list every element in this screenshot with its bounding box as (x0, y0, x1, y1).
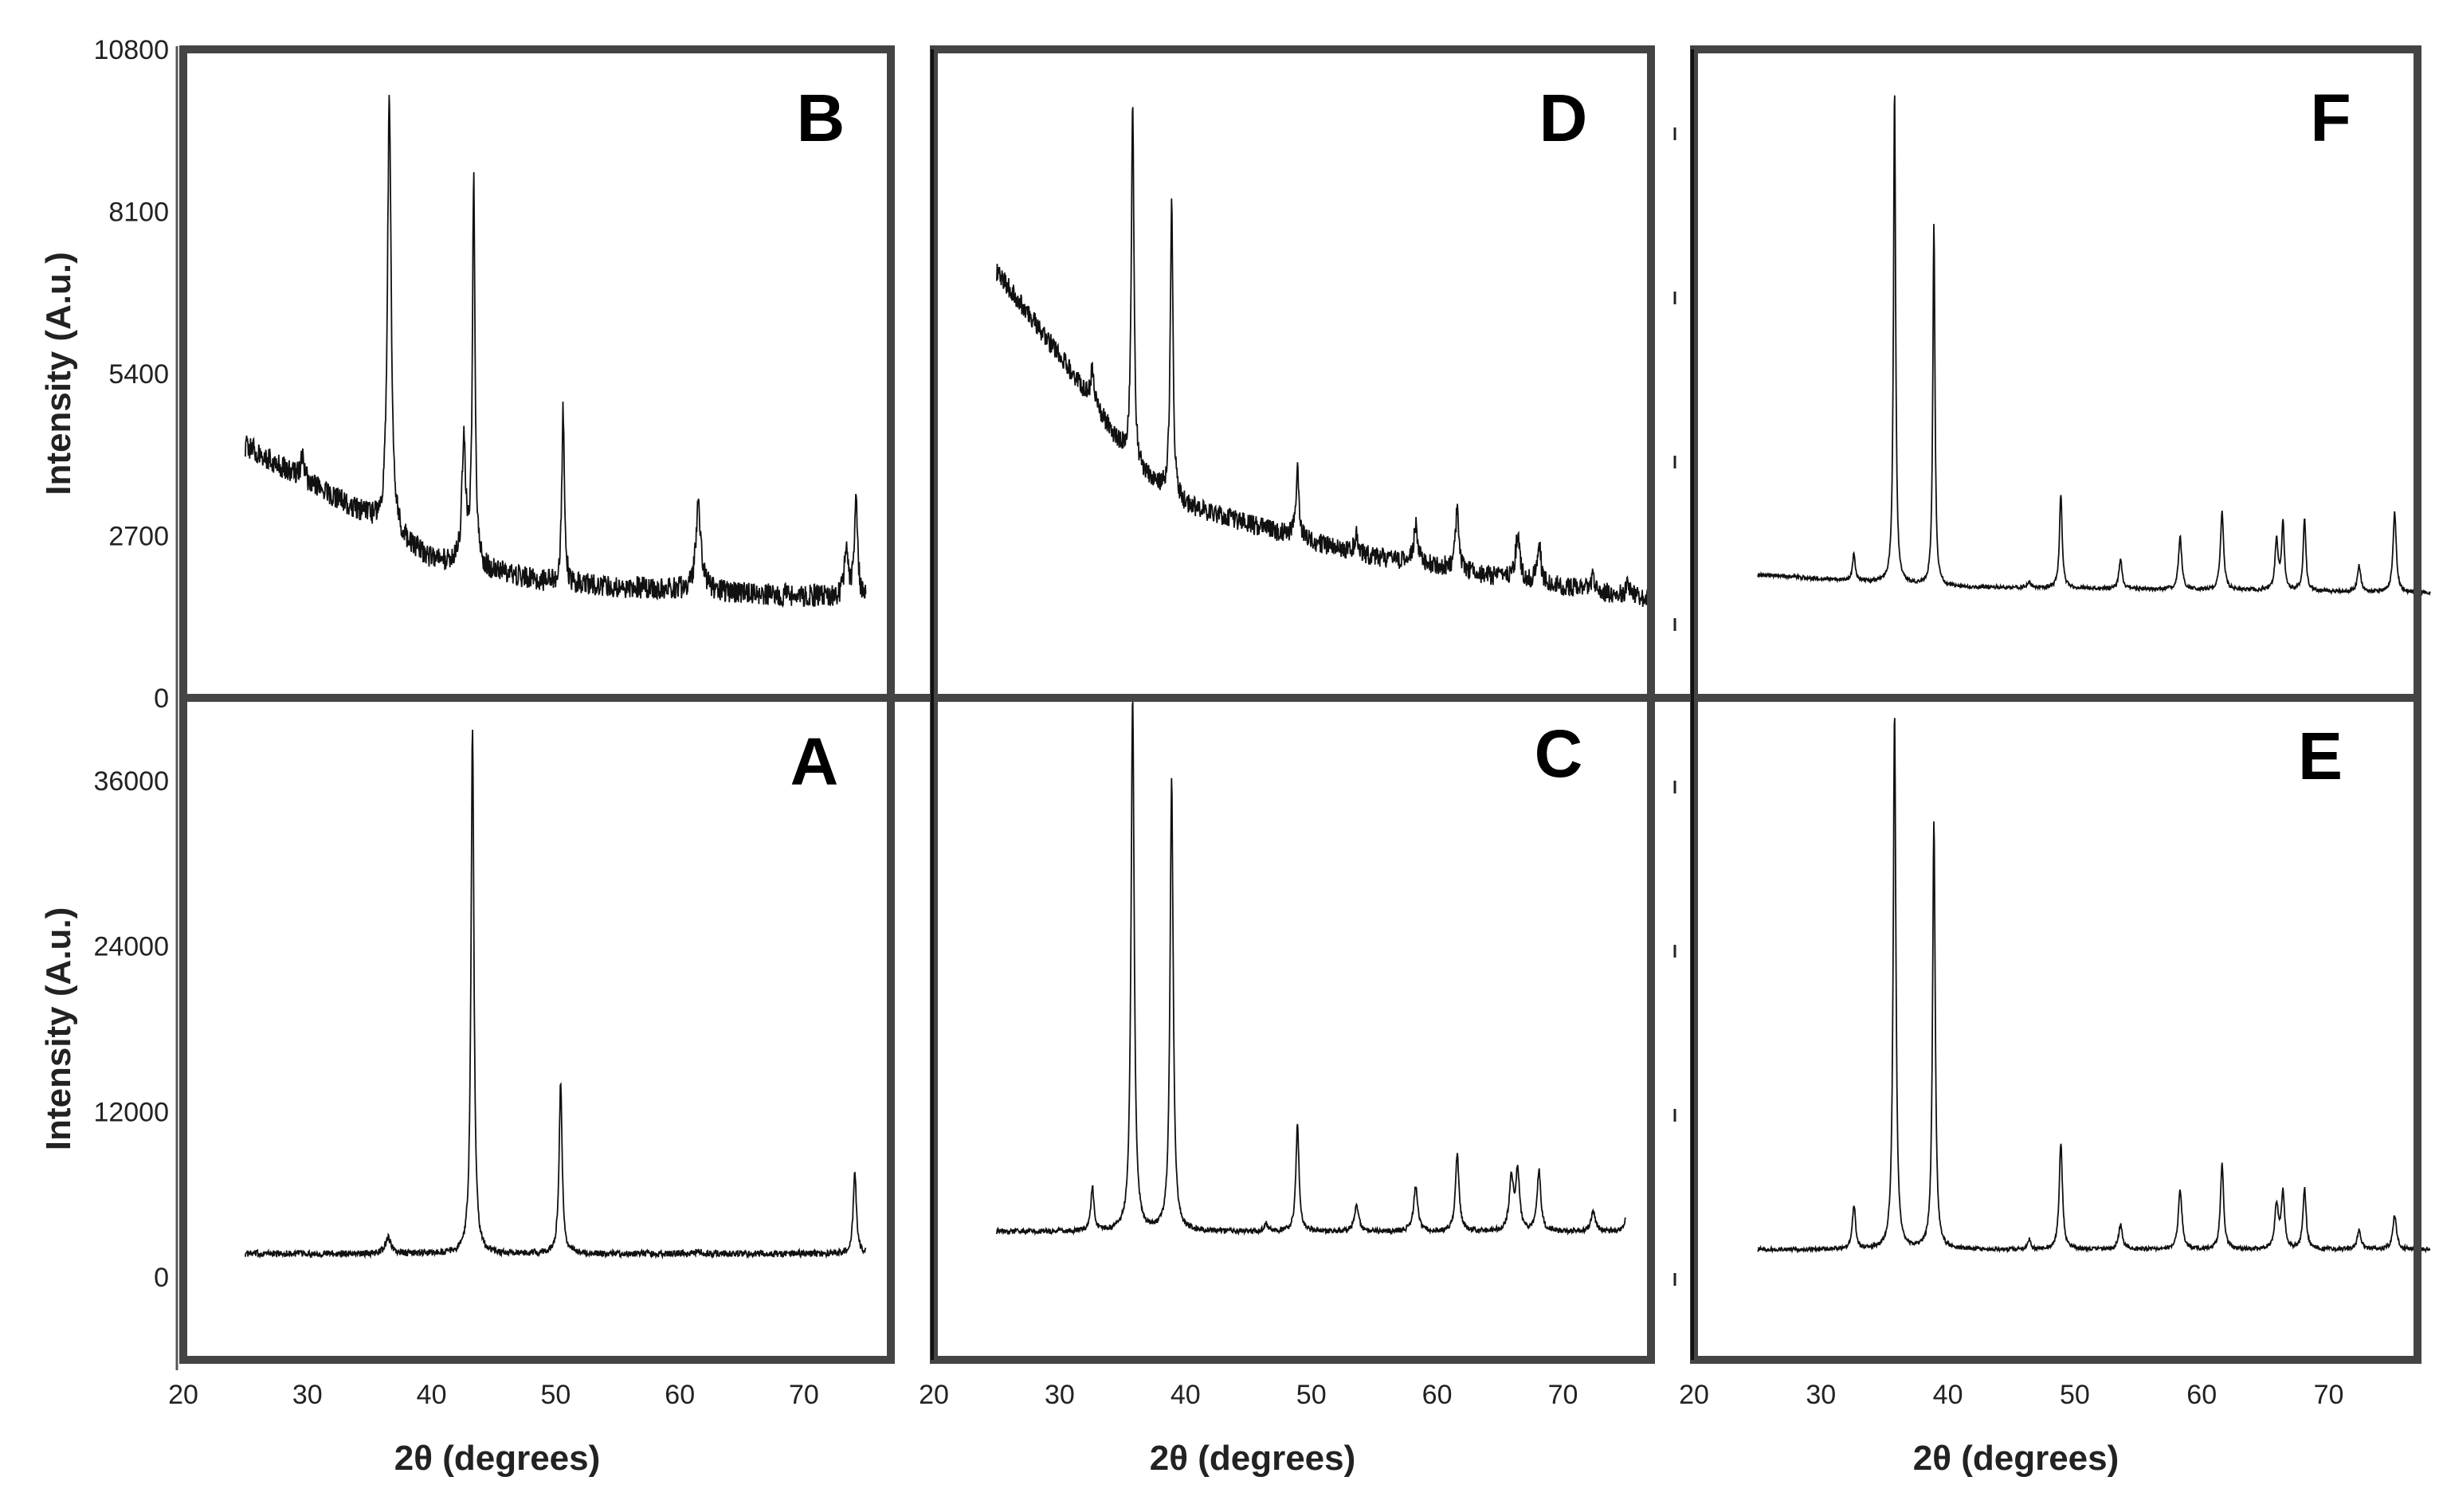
x-tick-label: 70 (789, 1380, 819, 1410)
panel-b: B 0 2700 5400 8100 10800 Intensity (A.u.) (39, 35, 867, 714)
diffraction-pattern-line (996, 701, 1626, 1236)
diffraction-pattern-line (1756, 95, 2431, 597)
x-tick-label: 30 (292, 1380, 323, 1410)
x-tick-label: 40 (417, 1380, 447, 1410)
x-tick-label: 50 (540, 1380, 571, 1410)
panel-a: A 0 12000 24000 36000 Intensity (A.u.) 20 30 40 5… (39, 724, 867, 1478)
x-tick-label: 50 (1296, 1380, 1327, 1410)
y-tick-label: 5400 (108, 359, 169, 390)
x-tick-label: 60 (2186, 1380, 2217, 1410)
x-axis-title: 2θ (degrees) (1913, 1439, 2119, 1478)
y-tick-label: 8100 (108, 198, 169, 228)
panel-label: D (1539, 80, 1588, 155)
x-tick-label: 60 (1422, 1380, 1453, 1410)
x-tick-label: 70 (1548, 1380, 1578, 1410)
diffraction-pattern-line (996, 107, 1652, 607)
panel-e: E 20 30 40 50 60 70 2θ (degrees) (1679, 718, 2431, 1478)
x-tick-label: 40 (1171, 1380, 1201, 1410)
x-tick-label: 20 (919, 1380, 949, 1410)
y-tick-label: 0 (154, 684, 169, 714)
panel-f: F (1756, 80, 2431, 597)
panel-label: F (2310, 80, 2351, 155)
diffraction-pattern-line (1757, 718, 2431, 1254)
x-tick-label: 20 (168, 1380, 198, 1410)
y-tick-label: 0 (154, 1263, 169, 1293)
diffraction-pattern-line (245, 729, 867, 1259)
x-tick-label: 30 (1806, 1380, 1836, 1410)
frame-left-column (179, 45, 895, 1364)
y-tick-label: 10800 (93, 35, 169, 65)
x-tick-label: 20 (1679, 1380, 1709, 1410)
y-tick-label: 12000 (93, 1097, 169, 1127)
y-tick-label: 24000 (93, 932, 169, 962)
y-tick-label: 2700 (108, 522, 169, 552)
frame-middle-column (930, 45, 1655, 1364)
panel-label: C (1535, 716, 1583, 791)
panel-c: C 20 30 40 50 60 70 2θ (degrees) (919, 701, 1626, 1478)
x-axis-title: 2θ (degrees) (394, 1439, 601, 1478)
panel-label: B (797, 80, 845, 155)
panel-d: D (996, 80, 1652, 607)
panel-label: A (790, 724, 839, 799)
frame-right-column (1690, 45, 2421, 1364)
y-axis-title: Intensity (A.u.) (39, 252, 78, 496)
x-tick-label: 40 (1933, 1380, 1963, 1410)
y-axis-title: Intensity (A.u.) (39, 907, 78, 1151)
y-tick-label: 36000 (93, 766, 169, 797)
x-axis-title: 2θ (degrees) (1150, 1439, 1356, 1478)
diffraction-pattern-line (245, 95, 867, 608)
x-tick-label: 60 (665, 1380, 695, 1410)
x-tick-label: 50 (2060, 1380, 2090, 1410)
x-tick-label: 30 (1045, 1380, 1075, 1410)
x-tick-label: 70 (2314, 1380, 2344, 1410)
panel-label: E (2298, 719, 2343, 793)
